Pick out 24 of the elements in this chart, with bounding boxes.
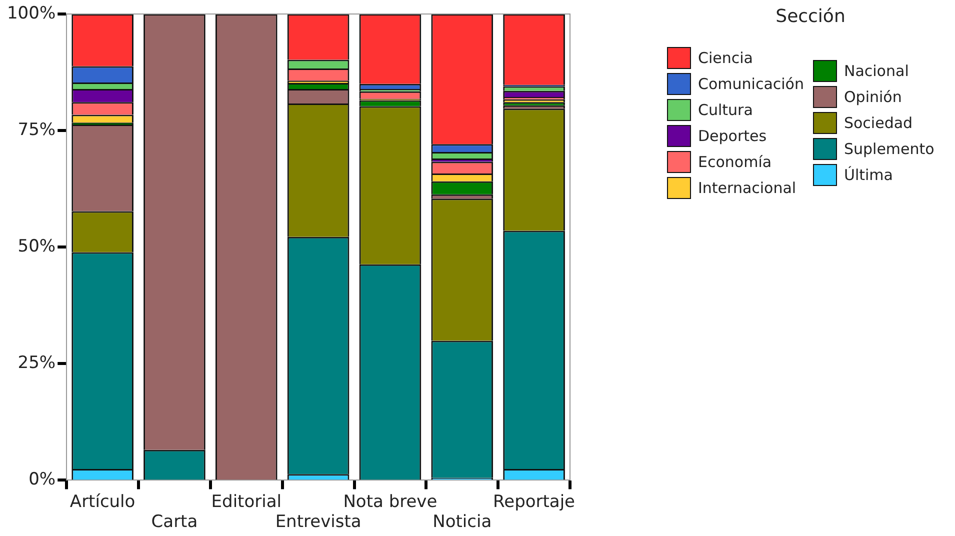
y-tick-label: 50% [18, 236, 56, 257]
legend-label: Comunicación [698, 75, 804, 93]
legend-label: Internacional [698, 179, 796, 197]
x-tick-label: Carta [151, 512, 198, 532]
x-tick-label: Noticia [432, 512, 492, 532]
y-tick-label: 100% [6, 3, 56, 24]
legend-label: Cultura [698, 101, 753, 119]
legend-label: Nacional [844, 62, 909, 80]
x-tick-label: Entrevista [275, 512, 362, 532]
legend-label: Suplemento [844, 140, 934, 158]
x-tick-label: Artículo [70, 492, 136, 512]
legend-label: Deportes [698, 127, 767, 145]
legend-label: Ciencia [698, 49, 753, 67]
y-tick-label: 0% [28, 470, 56, 490]
legend-label: Economía [698, 153, 772, 171]
y-tick-label: 25% [18, 353, 56, 374]
legend-label: Última [844, 166, 893, 184]
legend-label: Sociedad [844, 114, 913, 132]
legend-label: Opinión [844, 88, 902, 106]
legend-title: Sección [774, 6, 846, 27]
y-tick-label: 75% [18, 120, 56, 140]
x-tick-label: Editorial [211, 492, 282, 512]
x-tick-label: Reportaje [493, 492, 576, 512]
x-tick-label: Nota breve [343, 492, 438, 512]
